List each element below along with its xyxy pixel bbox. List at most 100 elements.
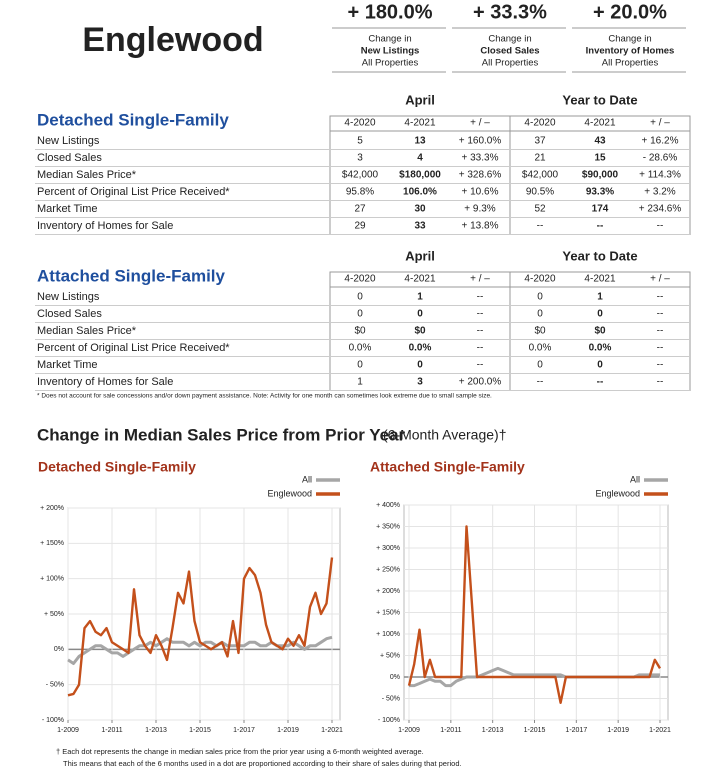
table-cell: 93.3% bbox=[586, 187, 614, 198]
table-cell: 1 bbox=[357, 377, 363, 388]
table-cell: -- bbox=[597, 221, 604, 232]
section-subtitle: (6-Month Average)† bbox=[383, 427, 506, 443]
y-tick-label: + 200% bbox=[40, 505, 64, 512]
table-cell: 0.0% bbox=[529, 343, 552, 354]
table-cell: 0 bbox=[357, 292, 363, 303]
table-cell: $180,000 bbox=[399, 170, 441, 181]
table-cell: $0 bbox=[354, 326, 366, 337]
table-cell: -- bbox=[477, 292, 484, 303]
row-label: Percent of Original List Price Received* bbox=[37, 186, 230, 198]
y-tick-label: + 100% bbox=[376, 631, 400, 638]
table-cell: 15 bbox=[594, 153, 606, 164]
chart-title: Detached Single-Family bbox=[38, 459, 196, 475]
y-tick-label: + 150% bbox=[40, 540, 64, 547]
y-tick-label: + 200% bbox=[376, 588, 400, 595]
x-tick-label: 1-2011 bbox=[440, 727, 461, 734]
legend-label: Englewood bbox=[267, 488, 312, 498]
table-cell: 0 bbox=[597, 309, 603, 320]
table-cell: -- bbox=[537, 221, 544, 232]
table-cell: + 16.2% bbox=[642, 136, 679, 147]
x-tick-label: 1-2009 bbox=[398, 727, 420, 734]
legend-label: All bbox=[630, 474, 640, 484]
table-cell: -- bbox=[657, 343, 664, 354]
x-tick-label: 1-2011 bbox=[101, 727, 122, 734]
column-header: 4-2021 bbox=[584, 118, 616, 129]
table-cell: + 13.8% bbox=[462, 221, 499, 232]
table-cell: + 160.0% bbox=[459, 136, 502, 147]
table-cell: + 200.0% bbox=[459, 377, 502, 388]
x-tick-label: 1-2021 bbox=[649, 727, 671, 734]
table-cell: -- bbox=[657, 377, 664, 388]
table-cell: 0 bbox=[417, 360, 423, 371]
y-tick-label: + 350% bbox=[376, 523, 400, 530]
y-tick-label: + 300% bbox=[376, 545, 400, 552]
metric-label: New Listings bbox=[361, 46, 420, 57]
metric-value: + 180.0% bbox=[347, 1, 432, 23]
period-label: Year to Date bbox=[562, 92, 637, 107]
x-tick-label: 1-2013 bbox=[145, 727, 167, 734]
table-cell: 4 bbox=[417, 153, 423, 164]
table-cell: + 328.6% bbox=[459, 170, 502, 181]
table-cell: 43 bbox=[594, 136, 606, 147]
metric-label: Inventory of Homes bbox=[586, 46, 675, 57]
metric-label: All Properties bbox=[602, 58, 659, 69]
x-tick-label: 1-2019 bbox=[607, 727, 629, 734]
table-cell: $42,000 bbox=[342, 170, 379, 181]
table-cell: 0 bbox=[597, 360, 603, 371]
table-cell: 0.0% bbox=[409, 343, 432, 354]
table-cell: + 10.6% bbox=[462, 187, 499, 198]
table-cell: 27 bbox=[354, 204, 366, 215]
table-cell: -- bbox=[657, 326, 664, 337]
table-cell: $0 bbox=[534, 326, 546, 337]
metric-value: + 33.3% bbox=[473, 1, 547, 23]
table-cell: 52 bbox=[534, 204, 546, 215]
column-header: 4-2020 bbox=[524, 274, 556, 285]
table-cell: + 234.6% bbox=[639, 204, 682, 215]
y-tick-label: + 100% bbox=[40, 576, 64, 583]
table-cell: -- bbox=[657, 309, 664, 320]
table-cell: -- bbox=[597, 377, 604, 388]
column-header: 4-2020 bbox=[344, 274, 376, 285]
table-cell: + 33.3% bbox=[462, 153, 499, 164]
period-label: April bbox=[405, 92, 435, 107]
table-cell: 1 bbox=[417, 292, 423, 303]
metric-label: All Properties bbox=[482, 58, 539, 69]
y-tick-label: - 100% bbox=[378, 717, 400, 724]
column-header: + / – bbox=[470, 118, 490, 129]
metric-label: Closed Sales bbox=[480, 46, 539, 57]
footnote: † Each dot represents the change in medi… bbox=[56, 747, 424, 756]
row-label: Inventory of Homes for Sale bbox=[37, 220, 173, 232]
column-header: 4-2020 bbox=[344, 118, 376, 129]
table-cell: - 28.6% bbox=[643, 153, 678, 164]
row-label: Inventory of Homes for Sale bbox=[37, 376, 173, 388]
series-line bbox=[67, 635, 333, 665]
column-header: 4-2021 bbox=[404, 274, 436, 285]
table-cell: + 9.3% bbox=[464, 204, 496, 215]
x-tick-label: 1-2015 bbox=[524, 727, 546, 734]
metric-label: Change in bbox=[608, 34, 651, 45]
table-cell: 0.0% bbox=[349, 343, 372, 354]
period-label: April bbox=[405, 248, 435, 263]
table-cell: 21 bbox=[534, 153, 546, 164]
metric-value: + 20.0% bbox=[593, 1, 667, 23]
table-cell: -- bbox=[477, 360, 484, 371]
table-cell: 37 bbox=[534, 136, 546, 147]
table-cell: -- bbox=[477, 343, 484, 354]
row-label: Median Sales Price* bbox=[37, 169, 137, 181]
table-cell: 0 bbox=[537, 360, 543, 371]
table-cell: -- bbox=[537, 377, 544, 388]
footnote: This means that each of the 6 months use… bbox=[63, 759, 462, 768]
y-tick-label: - 50% bbox=[382, 695, 400, 702]
x-tick-label: 1-2015 bbox=[189, 727, 211, 734]
row-label: Market Time bbox=[37, 203, 98, 215]
chart-title: Attached Single-Family bbox=[370, 459, 525, 475]
table-cell: -- bbox=[477, 309, 484, 320]
y-tick-label: + 50% bbox=[380, 652, 400, 659]
y-tick-label: + 50% bbox=[44, 611, 64, 618]
table-cell: -- bbox=[477, 326, 484, 337]
x-tick-label: 1-2017 bbox=[233, 727, 255, 734]
page-title: Englewood bbox=[82, 21, 263, 59]
table-cell: 29 bbox=[354, 221, 366, 232]
table-cell: 1 bbox=[597, 292, 603, 303]
